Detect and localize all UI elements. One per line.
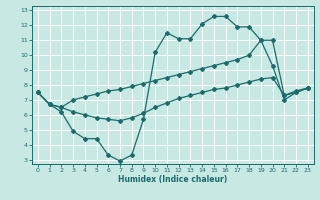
X-axis label: Humidex (Indice chaleur): Humidex (Indice chaleur): [118, 175, 228, 184]
